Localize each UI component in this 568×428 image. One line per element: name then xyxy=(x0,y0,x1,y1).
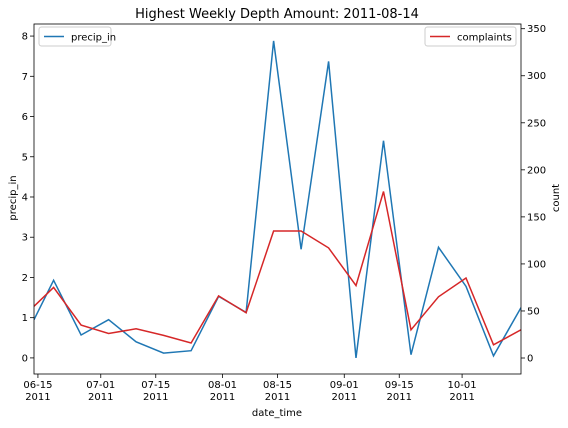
x-tick-year-label: 2011 xyxy=(88,392,113,403)
left-y-tick-label: 3 xyxy=(22,233,28,244)
x-tick-year-label: 2011 xyxy=(210,392,235,403)
legend-precip_in[interactable]: precip_in xyxy=(38,26,116,47)
right-y-tick-label: 150 xyxy=(527,212,546,223)
x-axis-label: date_time xyxy=(252,408,302,419)
x-tick-year-label: 2011 xyxy=(387,392,412,403)
x-tick-year-label: 2011 xyxy=(25,392,50,403)
right-y-tick-label: 350 xyxy=(527,24,546,35)
x-tick-year-label: 2011 xyxy=(449,392,474,403)
legend-label: complaints xyxy=(457,33,512,44)
series-line-precip_in xyxy=(34,40,521,358)
x-tick-label: 06-15 xyxy=(23,380,52,391)
right-y-tick-label: 250 xyxy=(527,118,546,129)
x-tick-year-label: 2011 xyxy=(265,392,290,403)
left-y-tick-label: 2 xyxy=(22,273,28,284)
chart-title: Highest Weekly Depth Amount: 2011-08-14 xyxy=(135,7,419,22)
x-tick-label: 07-01 xyxy=(86,380,115,391)
x-tick-label: 09-01 xyxy=(330,380,359,391)
legend-label: precip_in xyxy=(71,33,116,44)
series-line-complaints xyxy=(34,191,521,346)
left-y-tick-label: 6 xyxy=(22,112,28,123)
x-tick-year-label: 2011 xyxy=(143,392,168,403)
plot-area: 06-15201107-01201107-15201108-01201108-1… xyxy=(22,23,546,403)
x-tick-label: 10-01 xyxy=(448,380,477,391)
left-y-axis-label: precip_in xyxy=(8,175,19,220)
left-y-tick-label: 7 xyxy=(22,72,28,83)
legend-box xyxy=(424,26,517,47)
right-y-tick-label: 200 xyxy=(527,165,546,176)
x-tick-label: 08-15 xyxy=(263,380,292,391)
legend-complaints[interactable]: complaints xyxy=(424,26,517,47)
x-tick-label: 08-01 xyxy=(208,380,237,391)
right-y-axis-label: count xyxy=(551,184,562,212)
left-y-tick-label: 5 xyxy=(22,152,28,163)
legend-box xyxy=(38,26,112,47)
left-y-tick-label: 4 xyxy=(22,192,28,203)
right-y-tick-label: 50 xyxy=(527,306,540,317)
right-y-tick-label: 300 xyxy=(527,71,546,82)
right-y-tick-label: 0 xyxy=(527,354,533,365)
x-tick-label: 07-15 xyxy=(141,380,170,391)
x-tick-year-label: 2011 xyxy=(332,392,357,403)
right-y-tick-label: 100 xyxy=(527,259,546,270)
left-y-tick-label: 1 xyxy=(22,313,28,324)
left-y-tick-label: 8 xyxy=(22,32,28,43)
x-tick-label: 09-15 xyxy=(385,380,414,391)
left-y-tick-label: 0 xyxy=(22,353,28,364)
